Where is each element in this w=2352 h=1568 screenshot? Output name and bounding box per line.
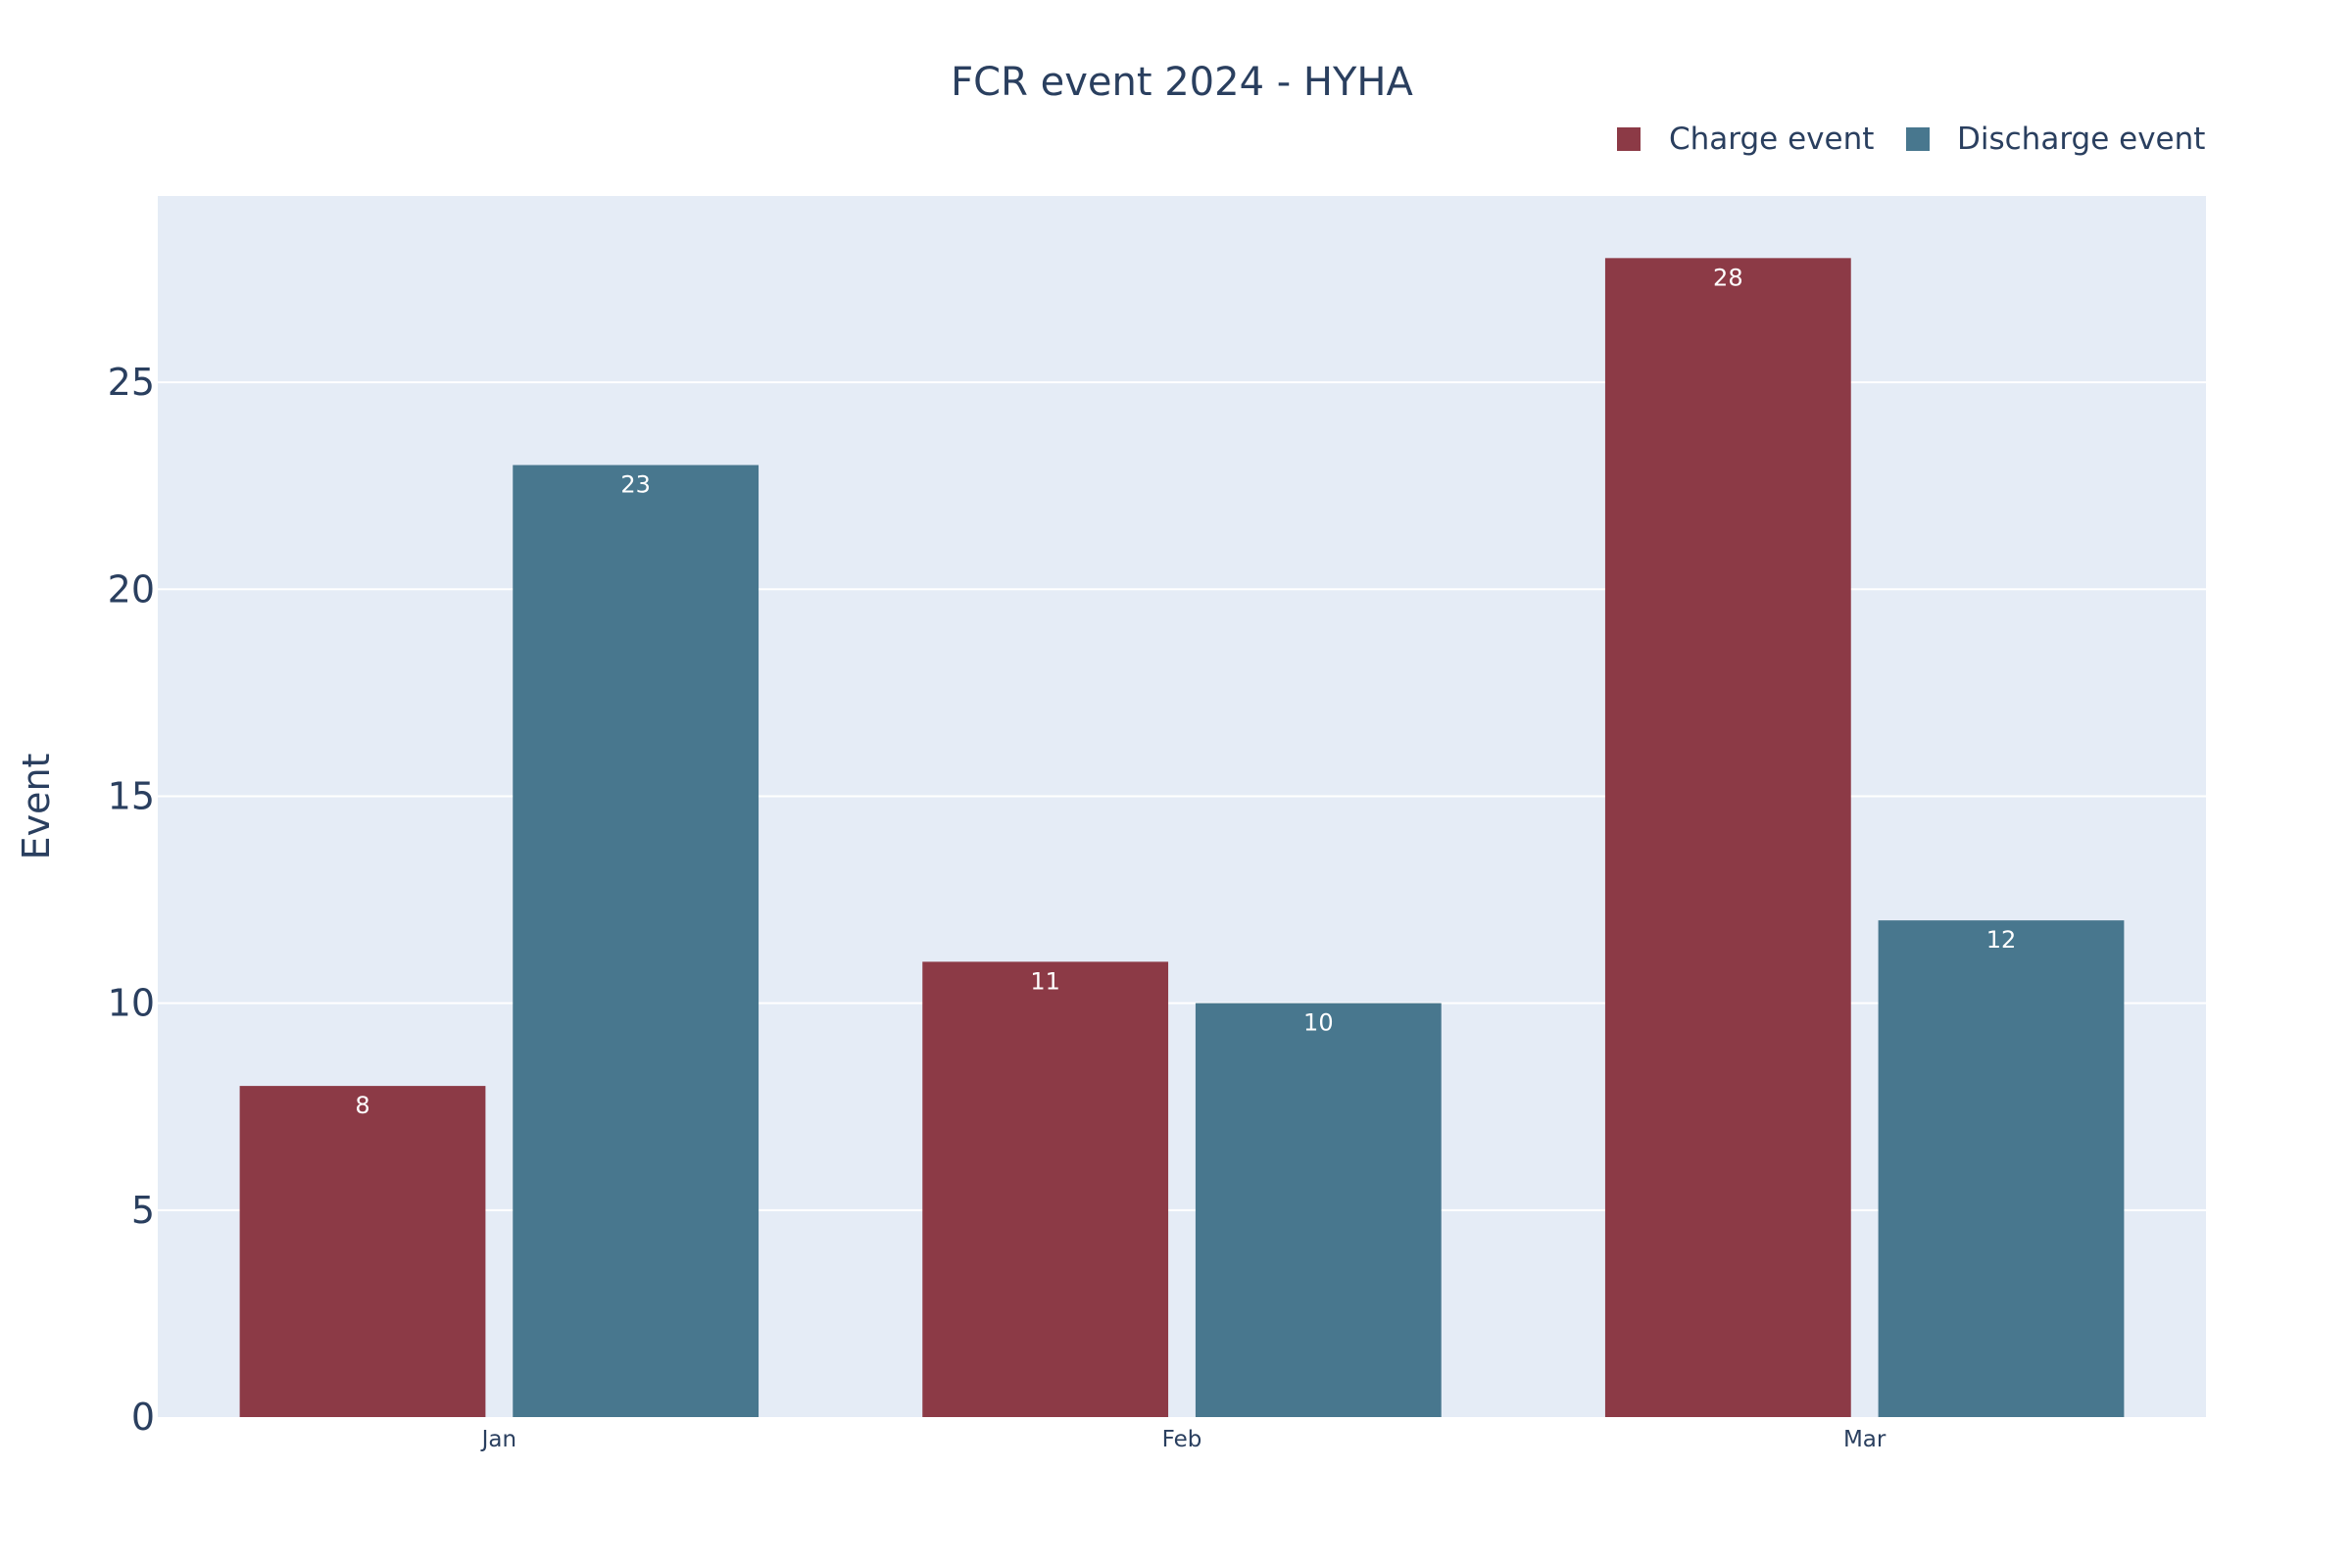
y-tick-label: 15 xyxy=(108,774,155,817)
bars xyxy=(239,258,2125,1417)
legend-item-charge-event[interactable]: Charge event xyxy=(1617,122,1874,157)
grid-lines xyxy=(158,381,2206,1211)
plot-area xyxy=(158,196,2206,1417)
y-tick-label: 20 xyxy=(108,567,155,611)
x-tick-label: Jan xyxy=(480,1427,516,1452)
legend-label: Charge event xyxy=(1669,122,1874,157)
bar-charge-event-mar[interactable] xyxy=(1604,258,1851,1417)
y-tick-label: 5 xyxy=(131,1189,155,1232)
bar-charge-event-jan[interactable] xyxy=(239,1086,486,1417)
x-axis-ticks: Jan Feb Mar xyxy=(480,1427,1886,1452)
y-axis-ticks: 0 5 10 15 20 25 xyxy=(108,361,155,1439)
bar-data-label: 12 xyxy=(1986,926,2017,954)
bar-data-label: 11 xyxy=(1030,967,1060,995)
bar-data-label: 8 xyxy=(355,1092,369,1119)
bar-discharge-event-mar[interactable] xyxy=(1878,920,2125,1417)
legend-item-discharge-event[interactable]: Discharge event xyxy=(1906,122,2205,157)
legend-label: Discharge event xyxy=(1957,122,2205,157)
legend-swatch xyxy=(1906,127,1930,151)
legend[interactable]: Charge event Discharge event xyxy=(1617,122,2205,157)
y-tick-label: 10 xyxy=(108,982,155,1025)
y-tick-label: 0 xyxy=(131,1396,155,1439)
chart-title: FCR event 2024 - HYHA xyxy=(951,60,1413,105)
y-axis-title: Event xyxy=(15,754,58,860)
bar-discharge-event-jan[interactable] xyxy=(513,465,760,1417)
bar-labels: 8 23 11 10 28 12 xyxy=(355,264,2016,1119)
bar-data-label: 10 xyxy=(1303,1009,1334,1037)
bar-charge-event-feb[interactable] xyxy=(922,961,1169,1417)
y-tick-label: 25 xyxy=(108,361,155,404)
bar-data-label: 23 xyxy=(620,471,651,499)
bar-data-label: 28 xyxy=(1713,264,1743,291)
legend-swatch xyxy=(1617,127,1641,151)
x-tick-label: Feb xyxy=(1162,1427,1202,1452)
x-tick-label: Mar xyxy=(1843,1427,1886,1452)
bar-discharge-event-feb[interactable] xyxy=(1195,1003,1442,1417)
